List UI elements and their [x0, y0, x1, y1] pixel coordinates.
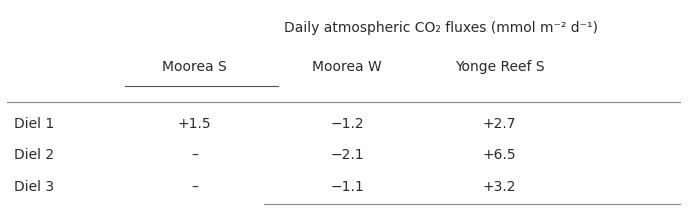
Text: Moorea W: Moorea W	[312, 60, 382, 74]
Text: –: –	[191, 148, 198, 163]
Text: +6.5: +6.5	[483, 148, 516, 163]
Text: +1.5: +1.5	[178, 117, 211, 131]
Text: −1.2: −1.2	[330, 117, 364, 131]
Text: Diel 1: Diel 1	[14, 117, 54, 131]
Text: Diel 2: Diel 2	[14, 148, 54, 163]
Text: –: –	[191, 180, 198, 194]
Text: +3.2: +3.2	[483, 180, 516, 194]
Text: −1.1: −1.1	[330, 180, 364, 194]
Text: Yonge Reef S: Yonge Reef S	[455, 60, 545, 74]
Text: −2.1: −2.1	[330, 148, 364, 163]
Text: Diel 3: Diel 3	[14, 180, 54, 194]
Text: +2.7: +2.7	[483, 117, 516, 131]
Text: Moorea S: Moorea S	[162, 60, 227, 74]
Text: Daily atmospheric CO₂ fluxes (mmol m⁻² d⁻¹): Daily atmospheric CO₂ fluxes (mmol m⁻² d…	[284, 21, 598, 35]
